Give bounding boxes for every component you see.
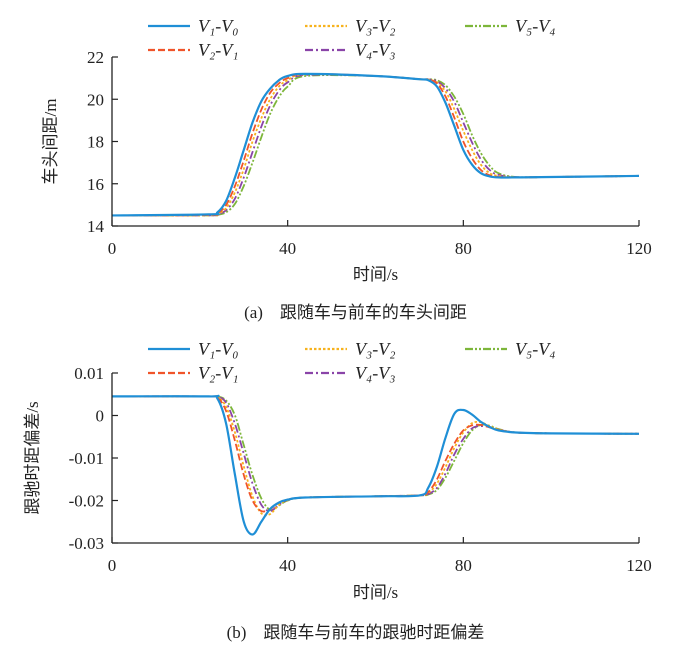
series-line-3 [111, 395, 640, 513]
y-axis-label: 跟驰时距偏差/s [23, 401, 42, 514]
legend-label-1: V₂-V₁ [198, 40, 239, 60]
x-tick-label: 80 [455, 239, 472, 258]
legend-label-4: V₅-V₄ [515, 339, 556, 359]
y-tick-label: 0 [96, 407, 105, 426]
series-line-4 [111, 74, 640, 217]
y-tick-label: -0.02 [69, 492, 104, 511]
legend-label-3: V₄-V₃ [355, 40, 396, 60]
series-line-3 [111, 73, 640, 217]
chart-caption: (b) 跟随车与前车的跟驰时距偏差 [227, 623, 485, 642]
x-tick-label: 40 [279, 239, 296, 258]
legend: V₁-V₀ V₂-V₁ V₃-V₂ V₄-V₃ V₅-V₄ [148, 16, 556, 60]
x-tick-label: 0 [108, 556, 117, 575]
chart-caption: (a) 跟随车与前车的车头间距 [244, 303, 467, 322]
series-line-1 [111, 394, 640, 513]
y-tick-label: -0.03 [69, 534, 104, 553]
legend-label-1: V₂-V₁ [198, 363, 239, 383]
y-tick-label: 22 [87, 48, 104, 67]
series-line-1 [111, 72, 640, 217]
x-tick-label: 120 [626, 239, 652, 258]
x-tick-label: 0 [108, 239, 117, 258]
legend-label-3: V₄-V₃ [355, 363, 396, 383]
x-tick-label: 80 [455, 556, 472, 575]
x-tick-label: 120 [626, 556, 652, 575]
chart-a: 0 40 80 120 14 16 18 20 22 时间/s 车头间距/m (a) 跟随车与前车的车… [41, 16, 652, 322]
x-tick-label: 40 [279, 556, 296, 575]
series-line-0 [111, 394, 640, 536]
y-tick-label: -0.01 [69, 449, 104, 468]
series-line-0 [111, 72, 640, 217]
legend-label-2: V₃-V₂ [355, 16, 396, 36]
legend-label-0: V₁-V₀ [198, 339, 239, 359]
chart-b: 0 40 80 120 -0.03 -0.02 -0.01 0 0.01 时间/s 跟驰时距偏差/s… [23, 339, 652, 642]
legend-label-4: V₅-V₄ [515, 16, 556, 36]
y-tick-label: 0.01 [74, 364, 104, 383]
x-axis-label: 时间/s [353, 583, 398, 602]
legend: V₁-V₀ V₂-V₁ V₃-V₂ V₄-V₃ V₅-V₄ [148, 339, 556, 383]
legend-label-0: V₁-V₀ [198, 16, 239, 36]
series-line-2 [111, 73, 640, 217]
y-tick-label: 20 [87, 90, 104, 109]
series-line-4 [111, 395, 640, 512]
y-tick-label: 16 [87, 175, 104, 194]
y-tick-label: 18 [87, 133, 104, 152]
x-axis-label: 时间/s [353, 265, 398, 284]
legend-label-2: V₃-V₂ [355, 339, 396, 359]
y-axis-label: 车头间距/m [41, 99, 60, 185]
y-tick-label: 14 [87, 217, 105, 236]
